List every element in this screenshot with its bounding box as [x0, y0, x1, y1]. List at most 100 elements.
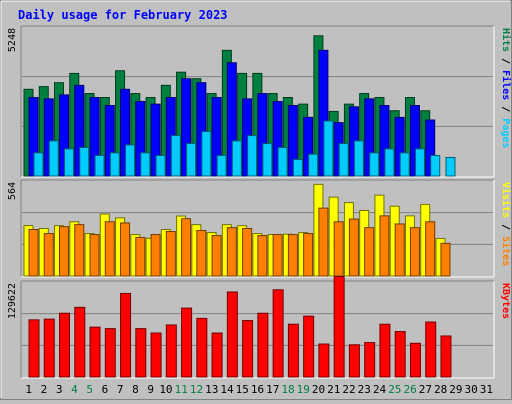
bar-pages-day-16	[262, 143, 273, 177]
bar-sites-day-6	[104, 221, 115, 277]
bar-sites-day-24	[379, 215, 390, 277]
bar-sites-day-12	[196, 230, 207, 277]
bar-sites-day-14	[226, 227, 237, 277]
bar-sites-day-16	[257, 235, 268, 277]
bar-sites-day-5	[89, 234, 100, 277]
x-tick-label: 12	[190, 383, 203, 396]
x-tick-label: 10	[159, 383, 172, 396]
bar-kbytes-day-9	[150, 332, 162, 378]
bar-pages-day-7	[125, 144, 136, 177]
bar-sites-day-21	[333, 221, 344, 277]
x-tick-label: 11	[175, 383, 188, 396]
legend-part: Visits	[500, 182, 512, 218]
x-tick-label: 31	[480, 383, 493, 396]
legend-part: /	[500, 52, 511, 70]
bar-kbytes-day-4	[74, 306, 86, 378]
bar-pages-day-11	[186, 143, 197, 177]
y-legend-middle: Visits / Sites	[500, 182, 512, 266]
bar-pages-day-6	[109, 152, 120, 177]
bar-pages-day-23	[369, 152, 380, 177]
bar-kbytes-day-17	[272, 289, 284, 378]
legend-part: /	[500, 100, 511, 118]
bar-sites-day-28	[440, 242, 451, 277]
bar-pages-day-12	[201, 131, 212, 177]
bar-sites-day-20	[318, 207, 329, 277]
bar-sites-day-4	[74, 224, 85, 277]
x-tick-label: 24	[373, 383, 387, 396]
x-tick-label: 3	[56, 383, 63, 396]
panel-bottom: 129622 KBytes	[7, 276, 511, 379]
bar-sites-day-27	[425, 221, 436, 277]
bar-kbytes-day-22	[348, 344, 360, 378]
bar-pages-day-15	[247, 135, 258, 177]
legend-part: Pages	[500, 118, 511, 148]
x-tick-label: 20	[312, 383, 325, 396]
bar-sites-day-19	[303, 233, 314, 277]
x-tick-label: 23	[358, 383, 371, 396]
x-tick-label: 26	[403, 383, 416, 396]
bar-sites-day-2	[43, 233, 54, 277]
legend-part: Files	[500, 70, 512, 100]
bar-pages-day-1	[33, 152, 44, 177]
legend-part: Sites	[500, 236, 512, 266]
y-max-label: 564	[7, 182, 18, 200]
bar-pages-day-2	[48, 140, 59, 177]
bar-kbytes-day-27	[425, 321, 437, 378]
bar-sites-day-18	[287, 234, 298, 277]
bar-pages-day-18	[292, 158, 303, 177]
bar-pages-day-10	[170, 135, 181, 177]
x-tick-label: 7	[117, 383, 124, 396]
bar-kbytes-day-15	[242, 320, 254, 378]
bar-sites-day-17	[272, 234, 283, 277]
x-tick-label: 9	[147, 383, 154, 396]
x-tick-label: 27	[419, 383, 432, 396]
bar-kbytes-day-1	[28, 319, 40, 378]
bar-sites-day-23	[364, 227, 375, 277]
bar-kbytes-day-3	[59, 312, 71, 378]
bar-kbytes-day-25	[394, 331, 406, 378]
bar-sites-day-11	[181, 218, 192, 277]
legend-part: Hits	[500, 28, 512, 52]
bar-sites-day-25	[394, 223, 405, 277]
chart-title: Daily usage for February 2023	[18, 8, 228, 22]
bar-pages-day-22	[353, 140, 364, 177]
bar-pages-day-21	[338, 143, 349, 177]
bar-kbytes-day-11	[181, 307, 193, 378]
bar-kbytes-day-14	[226, 291, 238, 378]
x-tick-label: 4	[71, 383, 78, 396]
panel-top: 5248 Hits / Files / Pages	[7, 25, 512, 178]
x-tick-label: 22	[342, 383, 355, 396]
bar-kbytes-day-6	[104, 328, 116, 378]
bar-sites-day-8	[135, 236, 146, 277]
bar-sites-day-9	[150, 234, 161, 277]
bar-pages-day-13	[216, 155, 227, 177]
bar-pages-day-3	[64, 148, 75, 177]
bar-sites-day-26	[409, 227, 420, 277]
x-tick-label: 8	[132, 383, 139, 396]
bar-pages-day-28	[445, 156, 456, 177]
y-max-label: 5248	[7, 28, 18, 52]
x-tick-label: 18	[281, 383, 294, 396]
bar-kbytes-day-21	[333, 276, 345, 378]
bar-kbytes-day-13	[211, 332, 223, 378]
bar-kbytes-day-24	[379, 323, 391, 378]
bar-pages-day-24	[384, 148, 395, 177]
bar-kbytes-day-2	[43, 318, 55, 378]
bar-pages-day-8	[140, 152, 151, 177]
bar-kbytes-day-23	[364, 342, 376, 378]
bar-pages-day-14	[231, 140, 242, 177]
panel-middle: 564 Visits / Sites	[7, 179, 512, 278]
x-tick-label: 17	[266, 383, 279, 396]
x-tick-label: 14	[220, 383, 234, 396]
bar-kbytes-day-12	[196, 317, 208, 378]
x-tick-label: 29	[449, 383, 462, 396]
bar-pages-day-26	[414, 148, 425, 177]
bar-kbytes-day-10	[165, 324, 177, 378]
bar-kbytes-day-18	[287, 323, 299, 378]
bar-sites-day-10	[165, 231, 176, 277]
bar-sites-day-22	[348, 218, 359, 277]
x-tick-label: 21	[327, 383, 340, 396]
bar-sites-day-3	[59, 226, 70, 277]
x-tick-label: 16	[251, 383, 264, 396]
bar-sites-day-1	[28, 229, 39, 277]
